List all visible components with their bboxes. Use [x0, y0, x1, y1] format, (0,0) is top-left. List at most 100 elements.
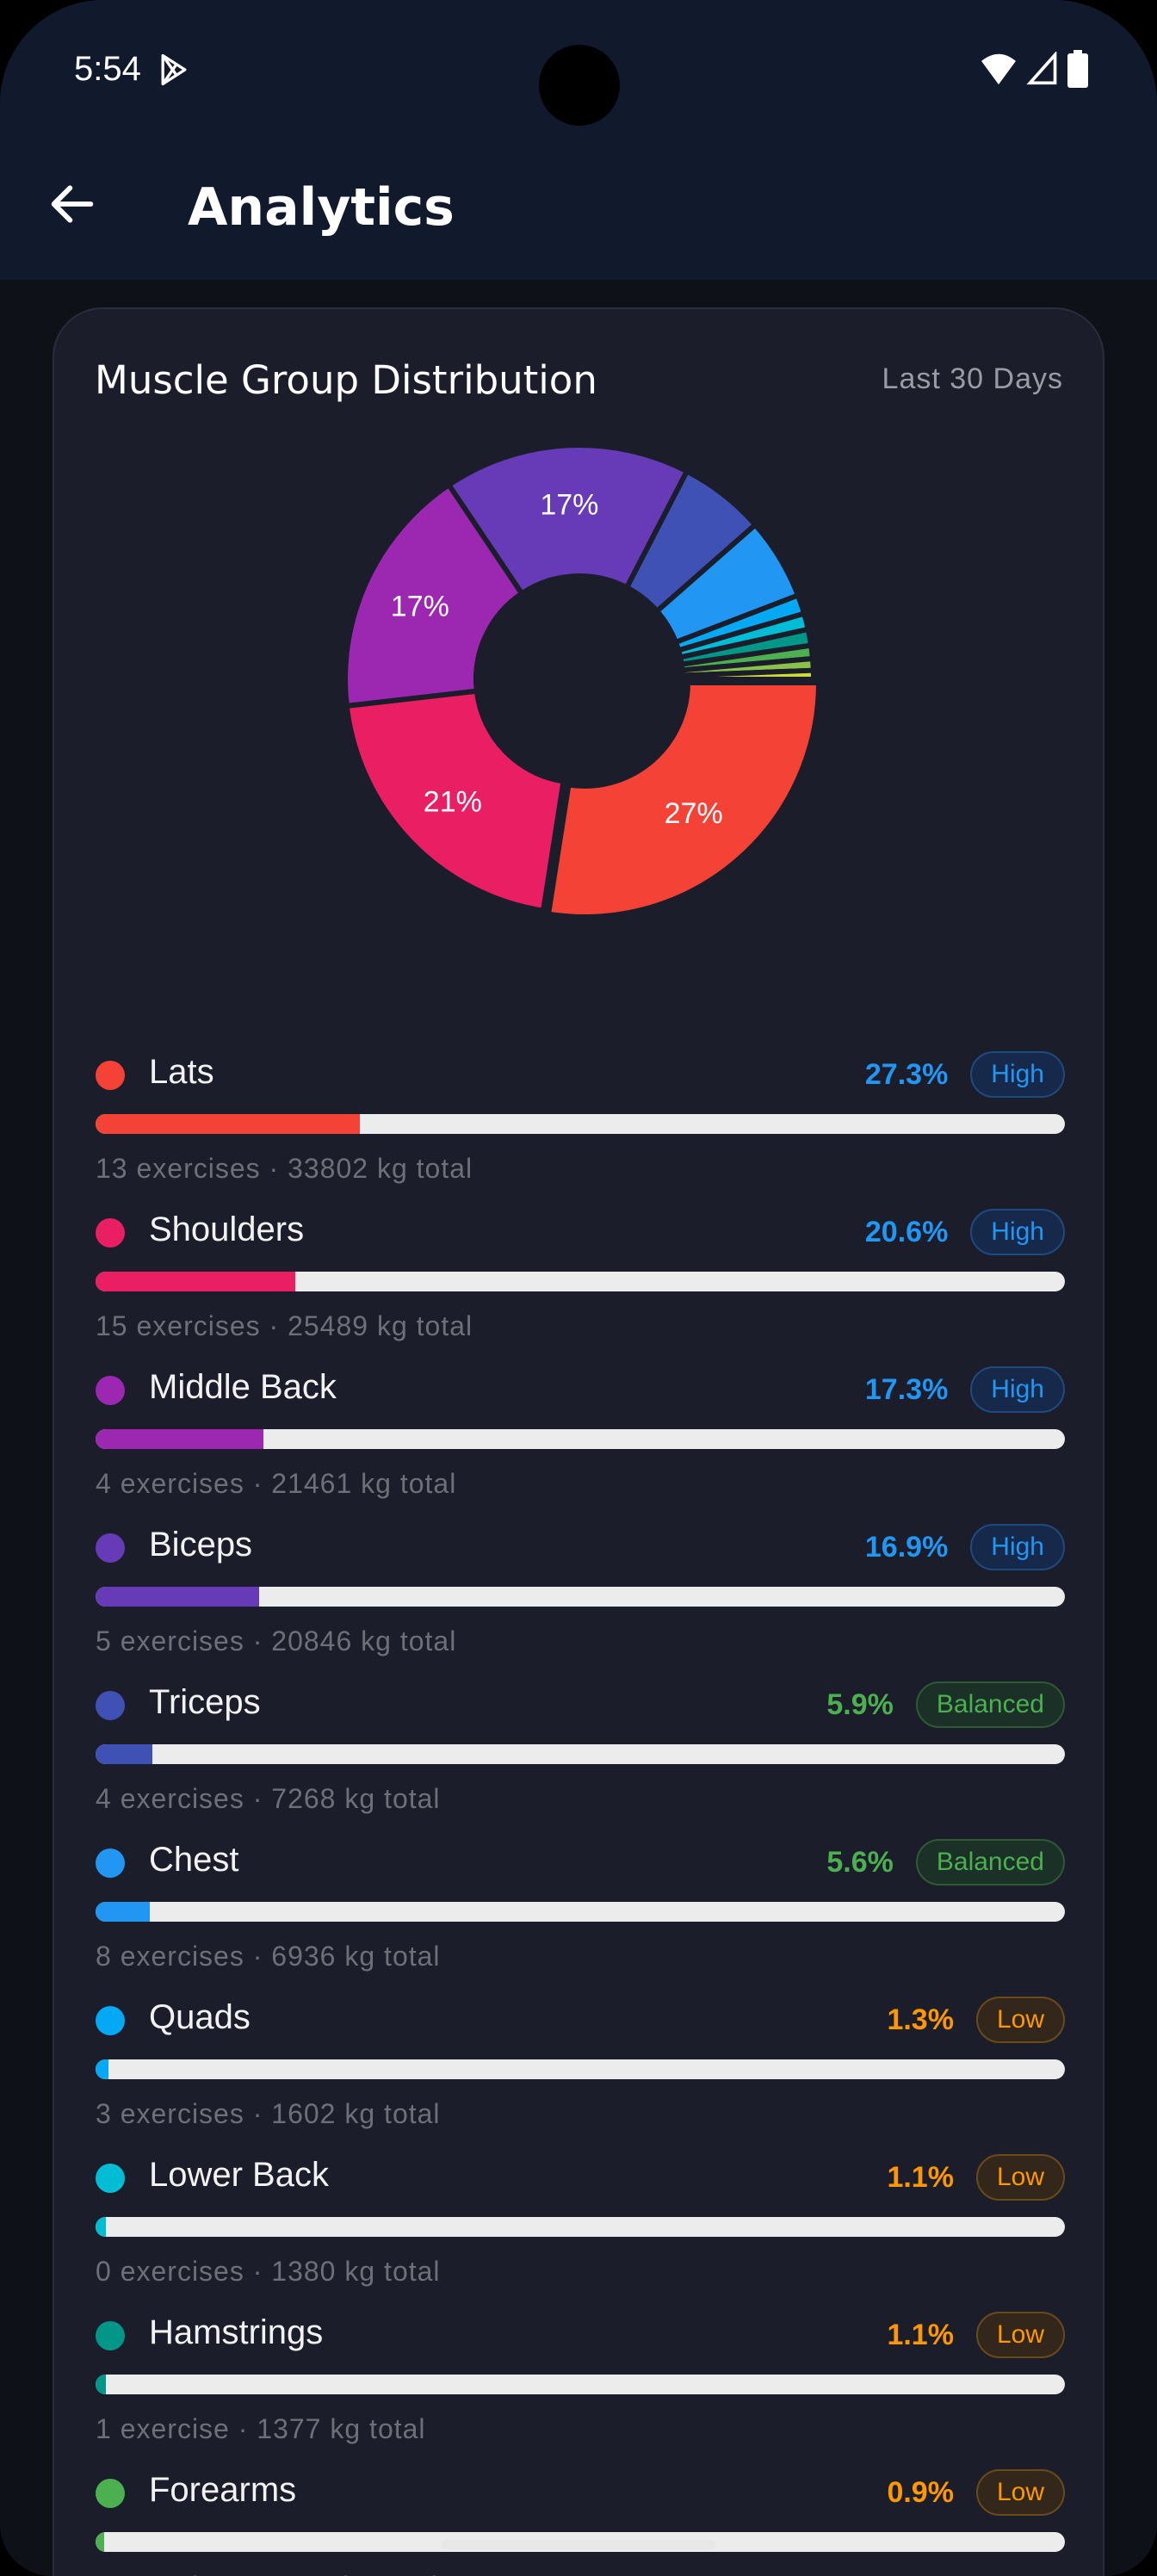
status-badge: High	[970, 1366, 1065, 1413]
status-badge: High	[970, 1524, 1065, 1570]
percent-value: 0.9%	[887, 2475, 954, 2509]
progress-fill	[96, 1114, 361, 1134]
status-badge: Low	[975, 2154, 1065, 2201]
muscle-name: Hamstrings	[149, 2313, 324, 2351]
progress-bar	[96, 1587, 1065, 1607]
percent-value: 20.6%	[864, 1215, 949, 1248]
donut-slice[interactable]	[679, 667, 817, 682]
muscle-name: Lats	[149, 1053, 214, 1091]
progress-fill	[96, 1429, 263, 1449]
percent-value: 27.3%	[864, 1057, 949, 1091]
group-detail: 8 exercises · 6936 kg total	[96, 1941, 441, 1972]
percent-value: 1.1%	[887, 2160, 954, 2194]
status-icons	[980, 50, 1088, 88]
camera-cutout	[539, 45, 620, 126]
muscle-name: Lower Back	[149, 2156, 329, 2194]
donut-slice[interactable]	[343, 688, 566, 914]
group-detail: 4 exercises · 21461 kg total	[96, 1468, 457, 1499]
muscle-group-row[interactable]: Shoulders 20.6% High 15 exercises · 2548…	[96, 1200, 1065, 1358]
progress-fill	[96, 1272, 295, 1291]
muscle-group-row[interactable]: Quads 1.3% Low 3 exercises · 1602 kg tot…	[96, 1988, 1065, 2146]
back-button[interactable]	[45, 176, 100, 232]
progress-fill	[96, 1587, 260, 1607]
stats: 5.9% Balanced	[826, 1681, 1065, 1728]
muscle-name: Middle Back	[149, 1368, 337, 1406]
group-detail: 3 exercises · 1602 kg total	[96, 2098, 441, 2129]
status-badge: Low	[975, 1997, 1065, 2043]
color-dot	[96, 2006, 125, 2035]
page-title: Analytics	[188, 177, 455, 238]
muscle-group-row[interactable]: Forearms 0.9% Low 0 exercises · 1169 kg …	[96, 2461, 1065, 2576]
slice-label: 17%	[391, 590, 449, 622]
group-detail: 13 exercises · 33802 kg total	[96, 1153, 473, 1184]
progress-bar	[96, 2217, 1065, 2237]
stats: 1.1% Low	[887, 2154, 1065, 2201]
donut-slice[interactable]	[343, 480, 526, 709]
color-dot	[96, 1533, 125, 1563]
muscle-group-row[interactable]: Triceps 5.9% Balanced 4 exercises · 7268…	[96, 1673, 1065, 1830]
stats: 27.3% High	[865, 1051, 1065, 1098]
battery-icon	[1067, 50, 1088, 88]
color-dot	[96, 1061, 125, 1090]
muscle-group-row[interactable]: Biceps 16.9% High 5 exercises · 20846 kg…	[96, 1515, 1065, 1673]
status-badge: High	[970, 1051, 1065, 1098]
progress-bar	[96, 1429, 1065, 1449]
group-detail: 15 exercises · 25489 kg total	[96, 1310, 473, 1341]
muscle-group-row[interactable]: Lats 27.3% High 13 exercises · 33802 kg …	[96, 1043, 1065, 1200]
percent-value: 1.1%	[887, 2318, 954, 2351]
donut-slice[interactable]	[545, 680, 822, 920]
group-detail: 0 exercises · 1380 kg total	[96, 2256, 441, 2287]
progress-bar	[96, 1272, 1065, 1291]
percent-value: 1.3%	[887, 2003, 954, 2036]
date-range-label: Last 30 Days	[882, 362, 1063, 395]
progress-fill	[96, 2375, 107, 2394]
status-badge: Low	[975, 2469, 1065, 2516]
slice-label: 27%	[665, 797, 723, 830]
percent-value: 17.3%	[864, 1372, 949, 1406]
donut-chart: 27% 21% 17% 17%	[343, 443, 822, 920]
group-detail: 4 exercises · 7268 kg total	[96, 1783, 441, 1814]
muscle-group-row[interactable]: Chest 5.6% Balanced 8 exercises · 6936 k…	[96, 1830, 1065, 1988]
stats: 1.3% Low	[887, 1997, 1065, 2043]
muscle-name: Chest	[149, 1841, 239, 1879]
color-dot	[96, 1848, 125, 1878]
progress-bar	[96, 1902, 1065, 1922]
progress-bar	[96, 1114, 1065, 1134]
slice-label: 17%	[540, 488, 598, 521]
stats: 17.3% High	[865, 1366, 1065, 1413]
muscle-group-row[interactable]: Lower Back 1.1% Low 0 exercises · 1380 k…	[96, 2146, 1065, 2303]
progress-fill	[96, 1744, 153, 1764]
muscle-name: Triceps	[149, 1683, 261, 1721]
muscle-name: Forearms	[149, 2471, 297, 2509]
status-badge: Balanced	[915, 1681, 1065, 1728]
progress-fill	[96, 1902, 151, 1922]
muscle-name: Quads	[149, 1998, 251, 2036]
group-detail: 5 exercises · 20846 kg total	[96, 1625, 457, 1656]
muscle-group-row[interactable]: Hamstrings 1.1% Low 1 exercise · 1377 kg…	[96, 2303, 1065, 2461]
stats: 1.1% Low	[887, 2312, 1065, 2358]
percent-value: 16.9%	[864, 1530, 949, 1564]
muscle-distribution-card: Muscle Group Distribution Last 30 Days 2…	[53, 307, 1104, 2576]
progress-fill	[96, 2217, 107, 2237]
play-store-icon	[161, 53, 187, 86]
signal-icon	[1026, 52, 1057, 85]
progress-fill	[96, 2532, 105, 2552]
progress-fill	[96, 2059, 108, 2079]
color-dot	[96, 1691, 125, 1720]
status-badge: Low	[975, 2312, 1065, 2358]
color-dot	[96, 2164, 125, 2193]
status-badge: High	[970, 1209, 1065, 1255]
color-dot	[96, 1218, 125, 1248]
stats: 16.9% High	[865, 1524, 1065, 1570]
progress-bar	[96, 2375, 1065, 2394]
home-indicator[interactable]	[441, 2540, 716, 2549]
muscle-name: Biceps	[149, 1526, 253, 1564]
status-badge: Balanced	[915, 1839, 1065, 1886]
muscle-group-row[interactable]: Middle Back 17.3% High 4 exercises · 214…	[96, 1358, 1065, 1515]
color-dot	[96, 2321, 125, 2350]
percent-value: 5.9%	[826, 1687, 894, 1721]
stats: 5.6% Balanced	[826, 1839, 1065, 1886]
app-bar: 5:54 Analytics	[0, 0, 1157, 280]
donut-slice[interactable]	[445, 443, 690, 598]
wifi-icon	[981, 53, 1016, 85]
